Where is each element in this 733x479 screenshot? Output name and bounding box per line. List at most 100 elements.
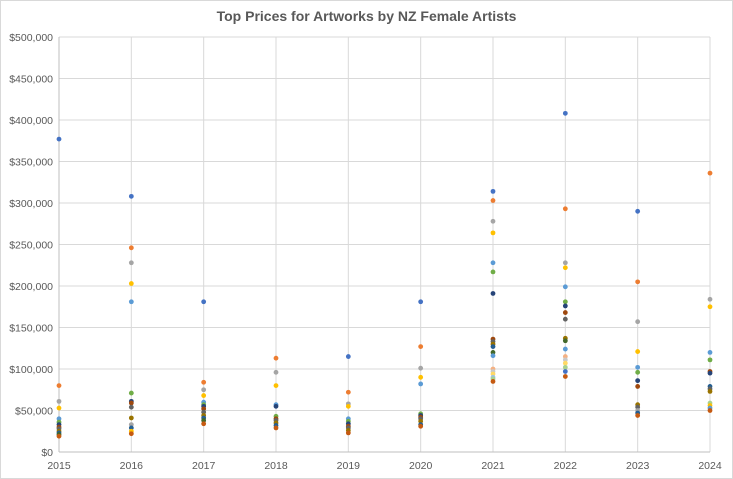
data-point (128, 390, 134, 396)
data-point (273, 369, 279, 375)
data-point (273, 383, 279, 388)
data-point (490, 291, 496, 296)
data-point (56, 416, 62, 422)
data-point (562, 206, 568, 212)
data-point (56, 405, 62, 411)
data-point (418, 418, 424, 424)
y-tick-label: $150,000 (9, 323, 53, 335)
data-point (635, 413, 641, 418)
data-point (345, 430, 351, 436)
y-tick-labels: $0 $50,000 $100,000 $150,000 $200,000 $250,00… (9, 32, 53, 459)
data-point (490, 230, 496, 236)
y-tick-label: $200,000 (9, 281, 53, 293)
data-point (273, 425, 279, 431)
data-point (128, 431, 134, 437)
data-point (490, 198, 496, 203)
x-tick-label: 2023 (626, 460, 650, 472)
gridlines (59, 36, 711, 452)
x-tick-label: 2019 (337, 460, 361, 472)
data-point (707, 370, 713, 376)
data-point (562, 374, 568, 379)
x-tick-label: 2022 (554, 460, 578, 472)
data-point (490, 188, 496, 194)
data-point (635, 384, 641, 389)
data-point (418, 423, 424, 429)
x-tick-label: 2020 (409, 460, 433, 472)
x-tick-label: 2024 (698, 460, 722, 472)
data-point (128, 245, 134, 251)
data-point (128, 299, 134, 305)
data-point (635, 208, 641, 214)
x-tick-label: 2017 (192, 460, 216, 472)
data-point (128, 404, 134, 410)
axes (58, 37, 710, 453)
data-point (562, 360, 568, 366)
data-point (490, 371, 496, 377)
data-point (562, 310, 568, 315)
x-tick-label: 2015 (47, 460, 71, 472)
data-point (273, 355, 279, 361)
data-point (562, 299, 568, 305)
y-tick-label: $400,000 (9, 115, 53, 127)
x-tick-label: 2021 (481, 460, 505, 472)
y-tick-label: $300,000 (9, 198, 53, 210)
data-point (635, 369, 641, 375)
data-point (707, 304, 713, 310)
data-point (562, 354, 568, 359)
data-point (707, 389, 713, 394)
data-point (418, 365, 424, 371)
data-point (201, 418, 207, 423)
data-point (345, 403, 351, 409)
data-point (418, 381, 424, 387)
data-points (56, 110, 713, 439)
data-point (562, 338, 568, 344)
data-point (201, 387, 207, 393)
data-point (490, 218, 496, 224)
data-point (490, 379, 496, 384)
data-point (201, 379, 207, 385)
data-point (56, 383, 62, 388)
data-point (201, 421, 207, 427)
y-tick-label: $450,000 (9, 74, 53, 86)
x-tick-labels: 2015 2016 2017 2018 2019 2020 2021 2022 2023 2024 (47, 460, 722, 472)
data-point (490, 269, 496, 275)
data-point (128, 281, 134, 286)
data-point (56, 433, 62, 439)
data-point (707, 170, 713, 176)
y-tick-label: $250,000 (9, 240, 53, 252)
data-point (128, 193, 134, 199)
data-point (273, 403, 279, 409)
data-point (201, 409, 207, 415)
data-point (128, 400, 134, 406)
data-point (418, 344, 424, 349)
data-point (201, 299, 207, 305)
data-point (56, 136, 62, 142)
data-point (635, 349, 641, 354)
data-point (707, 296, 713, 302)
data-point (562, 260, 568, 266)
data-point (418, 299, 424, 305)
data-point (562, 303, 568, 309)
data-point (635, 364, 641, 370)
data-point (56, 398, 62, 404)
data-point (418, 374, 424, 380)
data-point (201, 406, 207, 412)
data-point (201, 393, 207, 398)
y-tick-label: $0 (41, 447, 53, 459)
y-tick-label: $50,000 (15, 406, 53, 418)
data-point (128, 260, 134, 266)
data-point (128, 422, 134, 428)
data-point (707, 357, 713, 363)
y-tick-label: $350,000 (9, 157, 53, 169)
data-point (562, 265, 568, 271)
x-tick-label: 2016 (120, 460, 144, 472)
x-tick-label: 2018 (264, 460, 288, 472)
y-tick-label: $500,000 (9, 32, 53, 44)
data-point (345, 354, 351, 359)
data-point (490, 344, 496, 349)
data-point (707, 350, 713, 355)
data-point (562, 364, 568, 370)
data-point (490, 260, 496, 266)
